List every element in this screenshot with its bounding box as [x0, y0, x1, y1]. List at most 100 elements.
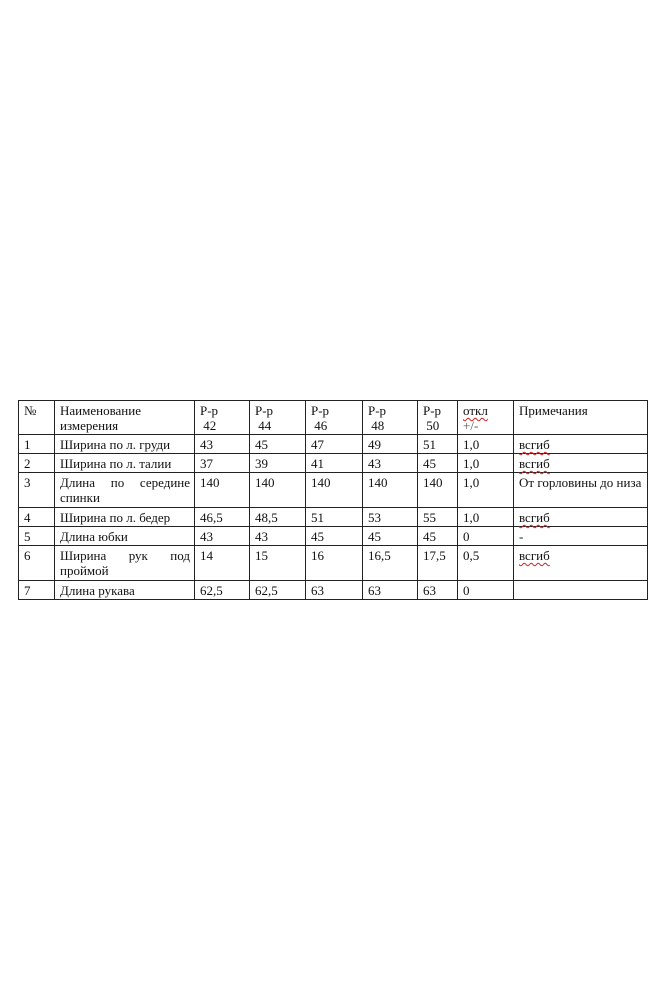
size-value: 48,5 — [249, 507, 306, 527]
note-text: всгиб — [519, 437, 550, 452]
deviation-value-text: 1,0 — [463, 456, 480, 471]
size-value: 41 — [305, 453, 363, 473]
row-number: 1 — [18, 434, 55, 454]
size-value-text: 45 — [423, 529, 436, 544]
deviation-value: 0,5 — [457, 545, 514, 581]
note: От горловины до низа — [513, 472, 648, 508]
header-row: № Наименование измерения Р-р 42 Р-р 44 Р-… — [18, 400, 648, 435]
size-value-text: 51 — [423, 437, 436, 452]
size-value: 140 — [194, 472, 250, 508]
size-value-text: 17,5 — [423, 548, 446, 563]
size-value-text: 45 — [311, 529, 324, 544]
size-value: 63 — [362, 580, 418, 600]
note: всгиб — [513, 434, 648, 454]
size-value: 16 — [305, 545, 363, 581]
size-value-text: 53 — [368, 510, 381, 525]
header-size-50: Р-р 50 — [417, 400, 458, 435]
size-value-text: 63 — [311, 583, 324, 598]
size-value: 46,5 — [194, 507, 250, 527]
size-value: 55 — [417, 507, 458, 527]
size-value-text: 62,5 — [200, 583, 223, 598]
size-value: 63 — [305, 580, 363, 600]
size-value: 51 — [417, 434, 458, 454]
header-size-46: Р-р 46 — [305, 400, 363, 435]
row-number-text: 6 — [24, 548, 31, 563]
deviation-value: 0 — [457, 580, 514, 600]
size-value-text: 43 — [255, 529, 268, 544]
size-value-text: 39 — [255, 456, 268, 471]
deviation-value: 1,0 — [457, 453, 514, 473]
size-value: 51 — [305, 507, 363, 527]
size-value: 39 — [249, 453, 306, 473]
row-number-text: 5 — [24, 529, 31, 544]
header-name: Наименование измерения — [54, 400, 195, 435]
size-value: 140 — [249, 472, 306, 508]
deviation-value: 1,0 — [457, 507, 514, 527]
note-text: - — [519, 529, 524, 544]
size-value: 47 — [305, 434, 363, 454]
size-value: 43 — [194, 434, 250, 454]
table-row: 1 Ширина по л. груди 43 45 47 49 51 1,0 всгиб — [18, 434, 648, 454]
size-value: 45 — [362, 526, 418, 546]
size-value: 14 — [194, 545, 250, 581]
note: - — [513, 526, 648, 546]
size-value-text: 45 — [423, 456, 436, 471]
deviation-value-text: 0 — [463, 583, 470, 598]
measurement-name-text: Ширина по л. талии — [60, 456, 172, 471]
size-value: 45 — [417, 453, 458, 473]
size-value: 62,5 — [249, 580, 306, 600]
header-no: № — [18, 400, 55, 435]
size-value-text: 43 — [200, 437, 213, 452]
size-value: 43 — [249, 526, 306, 546]
note: всгиб — [513, 507, 648, 527]
size-value-text: 48,5 — [255, 510, 278, 525]
size-value-text: 14 — [200, 548, 213, 563]
size-value-text: 16,5 — [368, 548, 391, 563]
measurement-name-text: Длина юбки — [60, 529, 128, 544]
size-value-text: 45 — [255, 437, 268, 452]
note-text: всгиб — [519, 456, 550, 471]
measurement-name: Длина юбки — [54, 526, 195, 546]
size-value-text: 15 — [255, 548, 268, 563]
measurement-name-text: Ширина по л. бедер — [60, 510, 171, 525]
size-value: 17,5 — [417, 545, 458, 581]
size-value-text: 47 — [311, 437, 324, 452]
table-row: 7 Длина рукава 62,5 62,5 63 63 63 0 — [18, 580, 648, 600]
size-value: 37 — [194, 453, 250, 473]
measurements-table: № Наименование измерения Р-р 42 Р-р 44 Р-… — [18, 400, 648, 600]
size-value-text: 45 — [368, 529, 381, 544]
row-number-text: 3 — [24, 475, 31, 490]
size-value: 43 — [362, 453, 418, 473]
size-value-text: 41 — [311, 456, 324, 471]
row-number: 3 — [18, 472, 55, 508]
row-number-text: 7 — [24, 583, 31, 598]
header-size-42: Р-р 42 — [194, 400, 250, 435]
measurement-name: Ширина по л. бедер — [54, 507, 195, 527]
size-value-text: 140 — [255, 475, 275, 490]
size-value-text: 140 — [311, 475, 331, 490]
size-value: 15 — [249, 545, 306, 581]
size-value-text: 63 — [368, 583, 381, 598]
size-value: 43 — [194, 526, 250, 546]
size-value: 45 — [417, 526, 458, 546]
size-value-text: 16 — [311, 548, 324, 563]
measurement-name: Длина по середине спинки — [54, 472, 195, 508]
size-value: 140 — [417, 472, 458, 508]
table-row: 5 Длина юбки 43 43 45 45 45 0 - — [18, 526, 648, 546]
size-value: 49 — [362, 434, 418, 454]
size-value: 63 — [417, 580, 458, 600]
size-value-text: 140 — [368, 475, 388, 490]
row-number: 7 — [18, 580, 55, 600]
deviation-value-text: 0,5 — [463, 548, 480, 563]
note: всгиб — [513, 453, 648, 473]
size-value-text: 51 — [311, 510, 324, 525]
row-number: 4 — [18, 507, 55, 527]
table-row: 4 Ширина по л. бедер 46,5 48,5 51 53 55 1,0 всги… — [18, 507, 648, 527]
measurement-name-text: Ширина по л. груди — [60, 437, 171, 452]
header-deviation: откл +/- — [457, 400, 514, 435]
size-value-text: 43 — [368, 456, 381, 471]
measurement-name: Ширина по л. талии — [54, 453, 195, 473]
table-row: 2 Ширина по л. талии 37 39 41 43 45 1,0 всгиб — [18, 453, 648, 473]
size-value-text: 140 — [200, 475, 220, 490]
size-value: 62,5 — [194, 580, 250, 600]
